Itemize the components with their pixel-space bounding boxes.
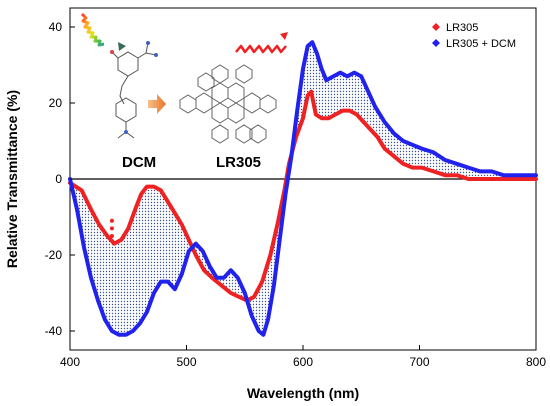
outlier-point bbox=[109, 234, 114, 238]
y-tick-label: 20 bbox=[49, 96, 63, 110]
outlier-point bbox=[109, 218, 114, 223]
x-tick-label: 600 bbox=[293, 355, 313, 369]
emission-arrowhead-icon bbox=[280, 32, 288, 40]
y-axis-title: Relative Transmittance (%) bbox=[4, 90, 20, 268]
energy-transfer-arrow-icon bbox=[148, 94, 166, 114]
legend-marker-lr305-dcm bbox=[432, 39, 440, 47]
incident-light-wave-icon bbox=[80, 12, 105, 47]
dcm-label: DCM bbox=[122, 154, 156, 171]
legend-label-lr305: LR305 bbox=[446, 22, 478, 34]
y-tick-label: -40 bbox=[45, 324, 63, 338]
series-lr305-dcm-line bbox=[68, 40, 538, 337]
legend-item-lr305-dcm: LR305 + DCM bbox=[432, 38, 516, 50]
y-tick-label: 0 bbox=[55, 172, 62, 186]
legend-item-lr305: LR305 bbox=[432, 22, 478, 34]
x-axis-ticks: 400 500 600 700 800 bbox=[60, 345, 546, 369]
lr305-molecule-structure bbox=[179, 64, 277, 144]
legend-label-lr305-dcm: LR305 + DCM bbox=[446, 38, 516, 50]
y-tick-label: -20 bbox=[45, 248, 63, 262]
x-tick-label: 700 bbox=[409, 355, 429, 369]
emission-light-wave-icon bbox=[235, 44, 287, 54]
y-tick-label: 40 bbox=[49, 20, 63, 34]
outlier-points bbox=[109, 218, 114, 238]
x-tick-label: 400 bbox=[60, 355, 80, 369]
dcm-molecule-structure bbox=[110, 41, 158, 139]
difference-fill-area bbox=[70, 42, 536, 335]
molecule-illustration: DCM LR305 bbox=[80, 12, 288, 171]
outlier-point bbox=[109, 226, 114, 231]
legend-marker-lr305 bbox=[432, 23, 440, 31]
x-tick-label: 500 bbox=[176, 355, 196, 369]
x-tick-label: 800 bbox=[526, 355, 546, 369]
legend: LR305 LR305 + DCM bbox=[432, 22, 516, 50]
y-axis-ticks: -40 -20 0 20 40 bbox=[45, 20, 75, 338]
lr305-label: LR305 bbox=[216, 154, 261, 171]
wave-arrowhead-icon bbox=[118, 42, 126, 51]
x-axis-title: Wavelength (nm) bbox=[247, 385, 359, 401]
